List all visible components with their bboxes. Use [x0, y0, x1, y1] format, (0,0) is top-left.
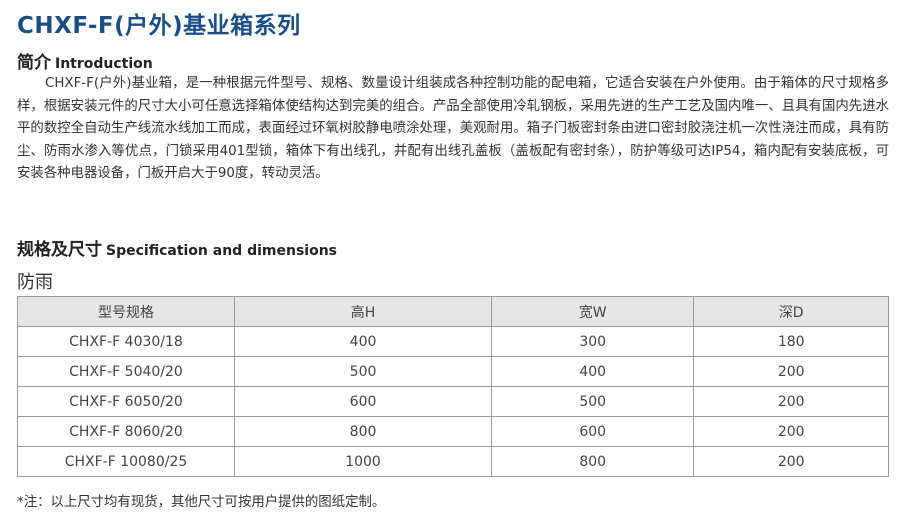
table-cell: 600: [491, 416, 695, 447]
footnote: *注：以上尺寸均有现货，其他尺寸可按用户提供的图纸定制。: [17, 495, 386, 510]
table-cell: 400: [233, 326, 493, 357]
table-cell: 800: [233, 416, 493, 447]
spec-heading-en: Specification and dimensions: [106, 243, 337, 259]
table-row: CHXF-F 8060/20 800 600 200: [17, 416, 889, 447]
table-cell: CHXF-F 5040/20: [17, 356, 235, 387]
table-cell: 400: [491, 356, 695, 387]
table-cell: 800: [491, 446, 695, 477]
table-cell: CHXF-F 6050/20: [17, 386, 235, 417]
table-cell: 200: [693, 386, 889, 417]
table-cell: 600: [233, 386, 493, 417]
table-cell: CHXF-F 8060/20: [17, 416, 235, 447]
table-row: CHXF-F 10080/25 1000 800 200: [17, 446, 889, 477]
table-cell: 180: [693, 326, 889, 357]
table-cell: 200: [693, 416, 889, 447]
table-row: CHXF-F 6050/20 600 500 200: [17, 386, 889, 417]
table-cell: CHXF-F 4030/18: [17, 326, 235, 357]
spec-heading-cn: 规格及尺寸: [17, 240, 102, 260]
table-row: CHXF-F 4030/18 400 300 180: [17, 326, 889, 357]
spec-table: 型号规格 高H 宽W 深D CHXF-F 4030/18 400 300 180 CHXF-F…: [17, 296, 889, 477]
table-cell: 300: [491, 326, 695, 357]
intro-heading-en: Introduction: [55, 56, 153, 72]
column-header: 高H: [233, 296, 493, 327]
intro-text: CHXF-F(户外)基业箱，是一种根据元件型号、规格、数量设计组装成各种控制功能…: [17, 76, 889, 182]
table-cell: 1000: [233, 446, 493, 477]
column-header: 型号规格: [17, 296, 235, 327]
column-header: 宽W: [491, 296, 695, 327]
table-cell: 200: [693, 356, 889, 387]
table-row: CHXF-F 5040/20 500 400 200: [17, 356, 889, 387]
intro-heading-cn: 简介: [17, 53, 51, 73]
intro-heading: 简介 Introduction: [17, 48, 153, 73]
spec-subtitle: 防雨: [17, 272, 53, 293]
table-cell: CHXF-F 10080/25: [17, 446, 235, 477]
table-header: 型号规格 高H 宽W 深D: [17, 296, 889, 327]
table-cell: 500: [491, 386, 695, 417]
table-cell: 200: [693, 446, 889, 477]
table-cell: 500: [233, 356, 493, 387]
column-header: 深D: [693, 296, 889, 327]
spec-heading: 规格及尺寸 Specification and dimensions: [17, 235, 337, 260]
page-title: CHXF-F(户外)基业箱系列: [17, 13, 301, 39]
